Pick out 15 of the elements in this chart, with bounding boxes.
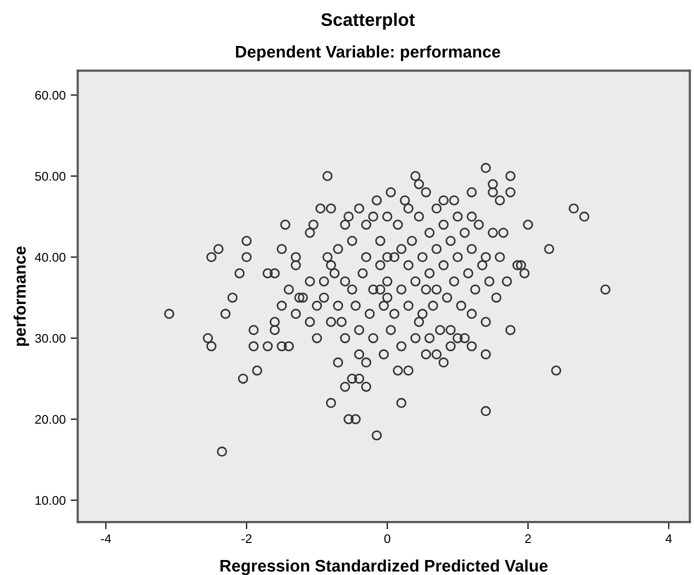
y-tick-label: 30.00: [35, 334, 66, 343]
chart-title: Scatterplot: [321, 12, 415, 30]
y-tick-label: 50.00: [35, 172, 66, 181]
x-tick-label: 2: [525, 534, 531, 543]
y-tick-label: 10.00: [36, 496, 66, 505]
chart-subtitle: Dependent Variable: performance: [236, 45, 500, 61]
x-tick-label: -2: [242, 534, 252, 543]
y-tick-label: 60.00: [35, 90, 66, 100]
x-tick-label: -4: [100, 534, 112, 543]
x-axis-title: Regression Standardized Predicted Value: [220, 559, 548, 575]
y-tick-label: 20.00: [35, 414, 66, 424]
y-axis-title: performance: [14, 246, 30, 346]
y-tick-label: 40.00: [34, 252, 66, 262]
x-tick-label: 0: [384, 534, 390, 544]
x-tick-label: 4: [666, 534, 672, 543]
